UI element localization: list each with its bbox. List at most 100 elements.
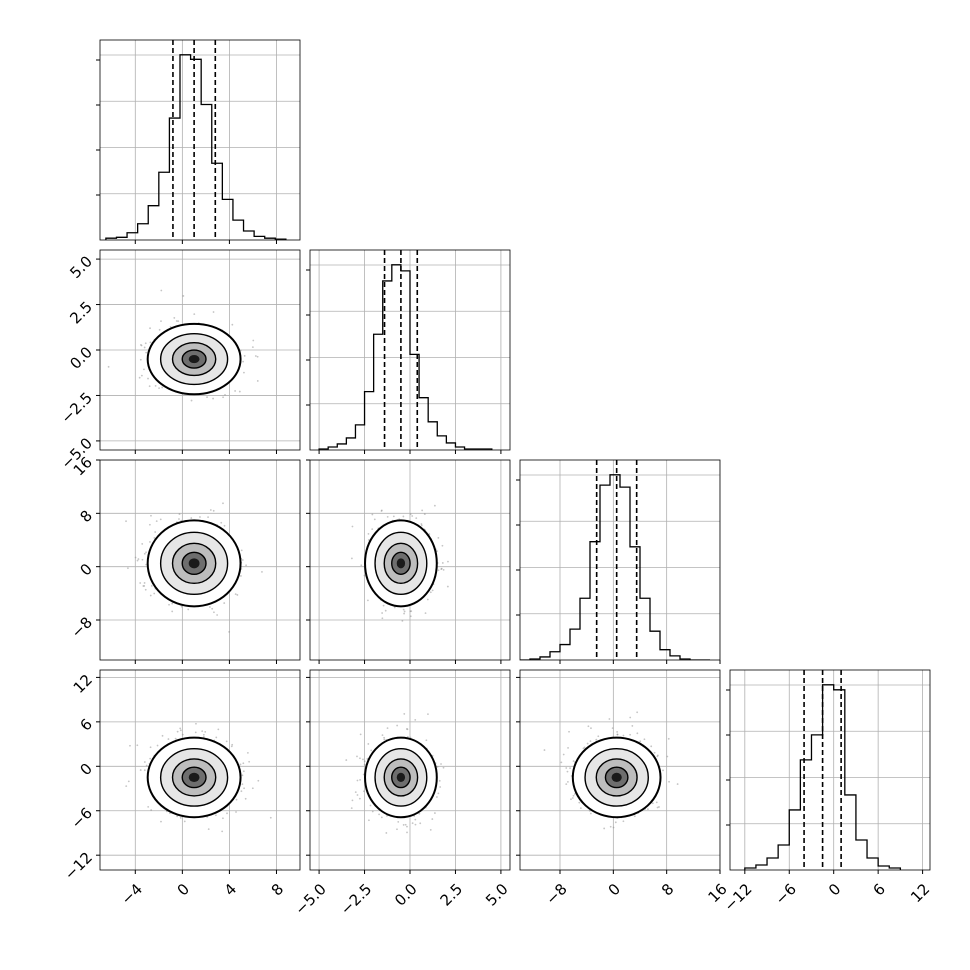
scatter-point (241, 559, 244, 561)
scatter-point (139, 769, 142, 771)
panel-3-3: −12 −6 0 6 12 (720, 669, 933, 915)
scatter-point (243, 371, 245, 374)
scatter-point (190, 517, 193, 519)
scatter-point (246, 751, 249, 754)
panel-3-1: −5.0 −2.5 0.0 2.5 5.0 (291, 669, 512, 919)
scatter-point (160, 289, 163, 292)
scatter-point (567, 780, 569, 783)
scatter-point (202, 733, 205, 736)
scatter-point (125, 520, 127, 523)
y-tick-label: −6 (68, 804, 96, 832)
scatter-point (370, 749, 373, 752)
scatter-point (179, 729, 182, 732)
scatter-point (573, 793, 576, 795)
scatter-point (409, 513, 412, 516)
scatter-point (150, 584, 153, 587)
scatter-point (589, 812, 592, 815)
scatter-point (215, 736, 218, 739)
scatter-point (562, 753, 565, 756)
scatter-point (667, 737, 670, 740)
scatter-point (431, 818, 434, 820)
scatter-point (418, 812, 421, 815)
scatter-point (363, 763, 366, 766)
scatter-point (351, 525, 354, 528)
x-tick-label: 8 (268, 880, 287, 899)
scatter-point (180, 605, 183, 608)
scatter-point (242, 770, 245, 773)
scatter-point (217, 728, 220, 731)
scatter-point (149, 541, 151, 543)
scatter-point (373, 518, 376, 521)
scatter-point (176, 730, 179, 733)
scatter-point (622, 734, 625, 737)
scatter-point (148, 523, 151, 526)
scatter-point (154, 531, 157, 533)
scatter-point (212, 509, 215, 512)
panel-frame (729, 669, 931, 871)
scatter-point (658, 806, 660, 808)
y-tick-label: 8 (77, 507, 96, 526)
scatter-point (248, 760, 251, 763)
scatter-point (351, 799, 354, 802)
scatter-point (125, 785, 128, 788)
scatter-point (582, 747, 585, 750)
scatter-point (360, 564, 363, 567)
y-tick-label: −2.5 (58, 389, 96, 427)
scatter-point (381, 734, 384, 736)
scatter-point (426, 598, 429, 601)
scatter-point (228, 631, 231, 633)
scatter-point (436, 796, 438, 798)
scatter-point (572, 760, 575, 762)
scatter-point (569, 767, 571, 770)
scatter-point (245, 564, 248, 567)
scatter-point (403, 612, 405, 615)
scatter-point (171, 610, 174, 613)
scatter-point (143, 761, 146, 763)
scatter-point (611, 727, 614, 730)
scatter-point (256, 355, 259, 358)
scatter-point (129, 744, 131, 747)
scatter-point (650, 745, 653, 748)
scatter-point (136, 744, 139, 747)
scatter-point (136, 559, 139, 562)
scatter-point (222, 817, 224, 820)
scatter-point (181, 733, 184, 736)
panel-plot-area (520, 460, 720, 660)
scatter-point (639, 740, 642, 743)
scatter-point (636, 732, 639, 735)
scatter-point (386, 727, 389, 730)
panel-frame (99, 669, 301, 871)
panel-plot-area (100, 40, 300, 240)
scatter-point (629, 733, 632, 736)
x-tick-label: −4 (118, 880, 146, 908)
scatter-point (367, 539, 370, 541)
scatter-point (431, 589, 434, 592)
scatter-point (240, 549, 243, 552)
scatter-point (406, 831, 408, 834)
scatter-point (656, 806, 659, 809)
histogram-step (520, 474, 710, 660)
scatter-point (350, 807, 353, 809)
x-tick-label: 4 (221, 880, 240, 899)
scatter-point (427, 713, 429, 715)
scatter-point (354, 791, 357, 794)
scatter-point (149, 746, 152, 749)
panel-2-2 (516, 459, 721, 664)
scatter-point (137, 558, 140, 560)
scatter-point (440, 763, 442, 765)
scatter-point (437, 569, 440, 572)
scatter-point (241, 783, 244, 786)
scatter-point (612, 826, 615, 829)
scatter-point (653, 751, 656, 754)
scatter-point (243, 787, 245, 790)
scatter-point (428, 533, 431, 535)
scatter-point (589, 740, 592, 743)
scatter-point (676, 783, 679, 785)
scatter-point (234, 593, 237, 596)
scatter-point (655, 801, 658, 804)
scatter-point (566, 770, 569, 773)
scatter-point (409, 615, 412, 618)
density-contour (611, 772, 622, 783)
scatter-point (145, 551, 147, 554)
scatter-point (159, 518, 162, 521)
